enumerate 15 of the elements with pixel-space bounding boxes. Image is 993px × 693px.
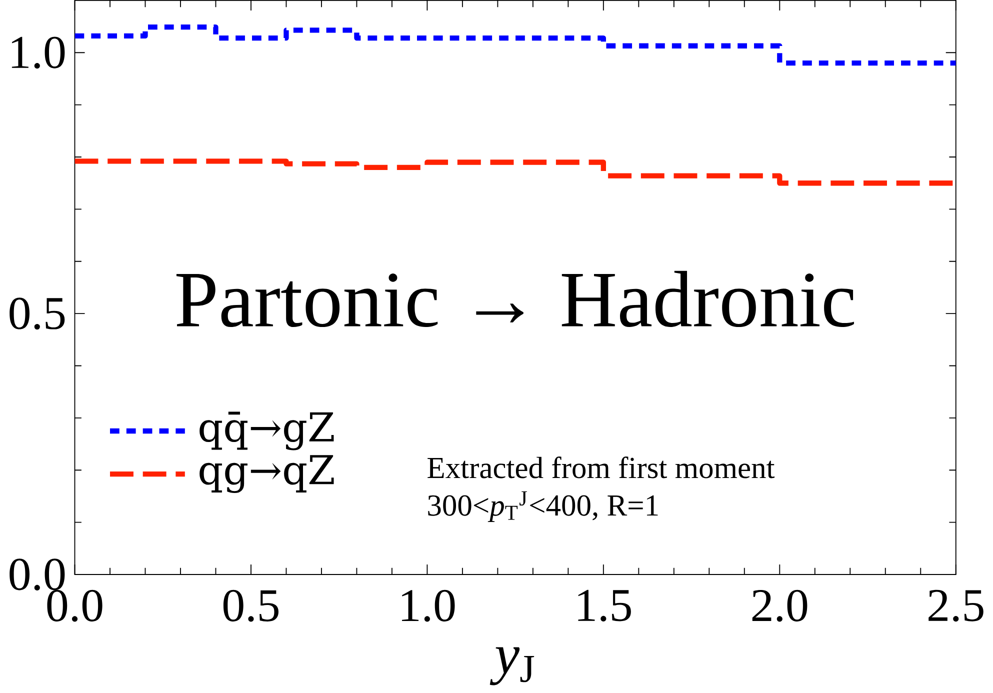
- annotation: Extracted from first moment: [428, 456, 775, 478]
- x-axis-title: y$_{J}$: [490, 647, 534, 686]
- y-tick-label: 0.0: [10, 558, 65, 590]
- y-tick-label: 1.0: [12, 36, 65, 69]
- x-tick-label: 1.0: [402, 590, 455, 622]
- annotation: Partonic → Hadronic: [176, 270, 854, 328]
- x-tick-label: 0.5: [223, 590, 278, 622]
- annotation: 300<p$_{T}$$^{J}$<400, R=1: [428, 491, 658, 522]
- x-tick-label: 0.0: [47, 590, 102, 622]
- y-tick-label: 0.5: [10, 298, 65, 330]
- legend-label: qg→qZ: [200, 455, 334, 494]
- x-tick-label: 1.5: [578, 590, 631, 622]
- x-tick-label: 2.5: [928, 590, 984, 622]
- legend-label: qq̄→gZ: [200, 412, 334, 450]
- x-tick-label: 2.0: [752, 590, 808, 622]
